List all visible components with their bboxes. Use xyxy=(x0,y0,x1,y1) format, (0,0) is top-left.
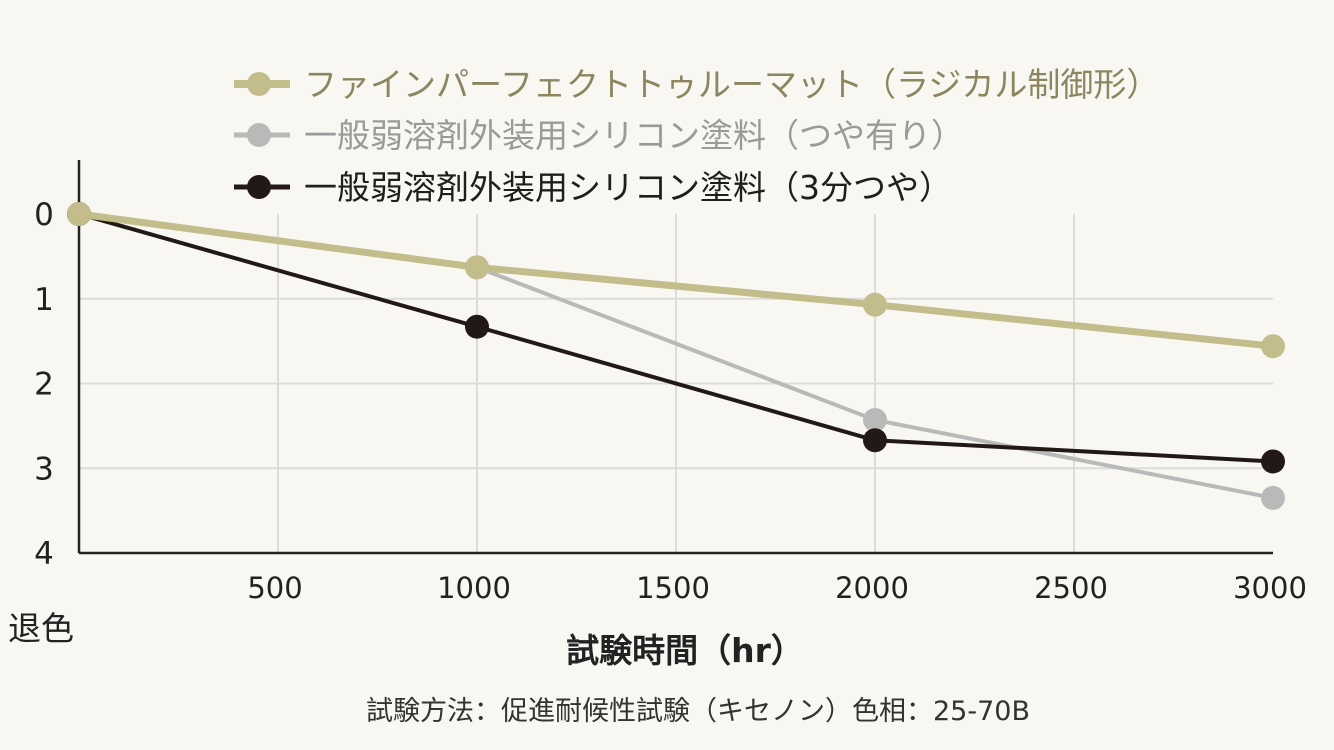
series-2-point xyxy=(465,314,489,339)
y-axis-label: 退色 xyxy=(8,609,74,648)
y-tick-label: 4 xyxy=(34,536,54,572)
series-1-point xyxy=(1261,485,1285,510)
y-tick-label: 1 xyxy=(34,282,54,318)
series-1-point xyxy=(863,407,887,432)
y-tick-label: 2 xyxy=(34,367,54,403)
x-tick-label: 1000 xyxy=(437,571,511,605)
series-0 xyxy=(67,202,1285,359)
series-2-point xyxy=(863,428,887,453)
legend-label: ファインパーフェクトトゥルーマット（ラジカル制御形） xyxy=(304,65,1159,104)
legend-label: 一般弱溶剤外装用シリコン塗料（3分つや） xyxy=(304,168,952,207)
series-0-point xyxy=(863,292,887,317)
y-tick-label: 0 xyxy=(34,197,54,233)
x-tick-label: 500 xyxy=(247,571,302,605)
series-line-0 xyxy=(78,210,1274,350)
legend-swatch-marker xyxy=(247,175,271,199)
legend: ファインパーフェクトトゥルーマット（ラジカル制御形） 一般弱溶剤外装用シリコン塗料… xyxy=(234,65,1159,207)
series-layer xyxy=(67,202,1285,510)
x-tick-label: 2000 xyxy=(835,571,909,605)
legend-entry-2: 一般弱溶剤外装用シリコン塗料（3分つや） xyxy=(234,168,952,207)
series-0-point xyxy=(1261,334,1285,359)
x-tick-labels: 500 1000 1500 2000 2500 3000 xyxy=(247,571,1307,605)
series-2-point xyxy=(1261,449,1285,474)
y-tick-label: 3 xyxy=(34,451,54,487)
x-tick-label: 1500 xyxy=(636,571,710,605)
legend-swatch-marker xyxy=(247,72,271,96)
test-method-note: 試験方法：促進耐候性試験（キセノン）色相：25-70B xyxy=(366,696,1030,727)
legend-entry-1: 一般弱溶剤外装用シリコン塗料（つや有り） xyxy=(234,116,964,155)
series-0-point xyxy=(465,255,489,280)
x-tick-label: 3000 xyxy=(1233,571,1307,605)
series-line-2 xyxy=(78,212,1274,464)
x-tick-label: 2500 xyxy=(1034,571,1108,605)
legend-entry-0: ファインパーフェクトトゥルーマット（ラジカル制御形） xyxy=(234,65,1159,104)
y-tick-labels: 0 1 2 3 4 xyxy=(34,197,54,572)
legend-swatch-marker xyxy=(247,123,271,147)
legend-label: 一般弱溶剤外装用シリコン塗料（つや有り） xyxy=(304,116,964,155)
series-0-point xyxy=(67,202,91,226)
x-axis-label: 試験時間（hr） xyxy=(566,631,804,670)
